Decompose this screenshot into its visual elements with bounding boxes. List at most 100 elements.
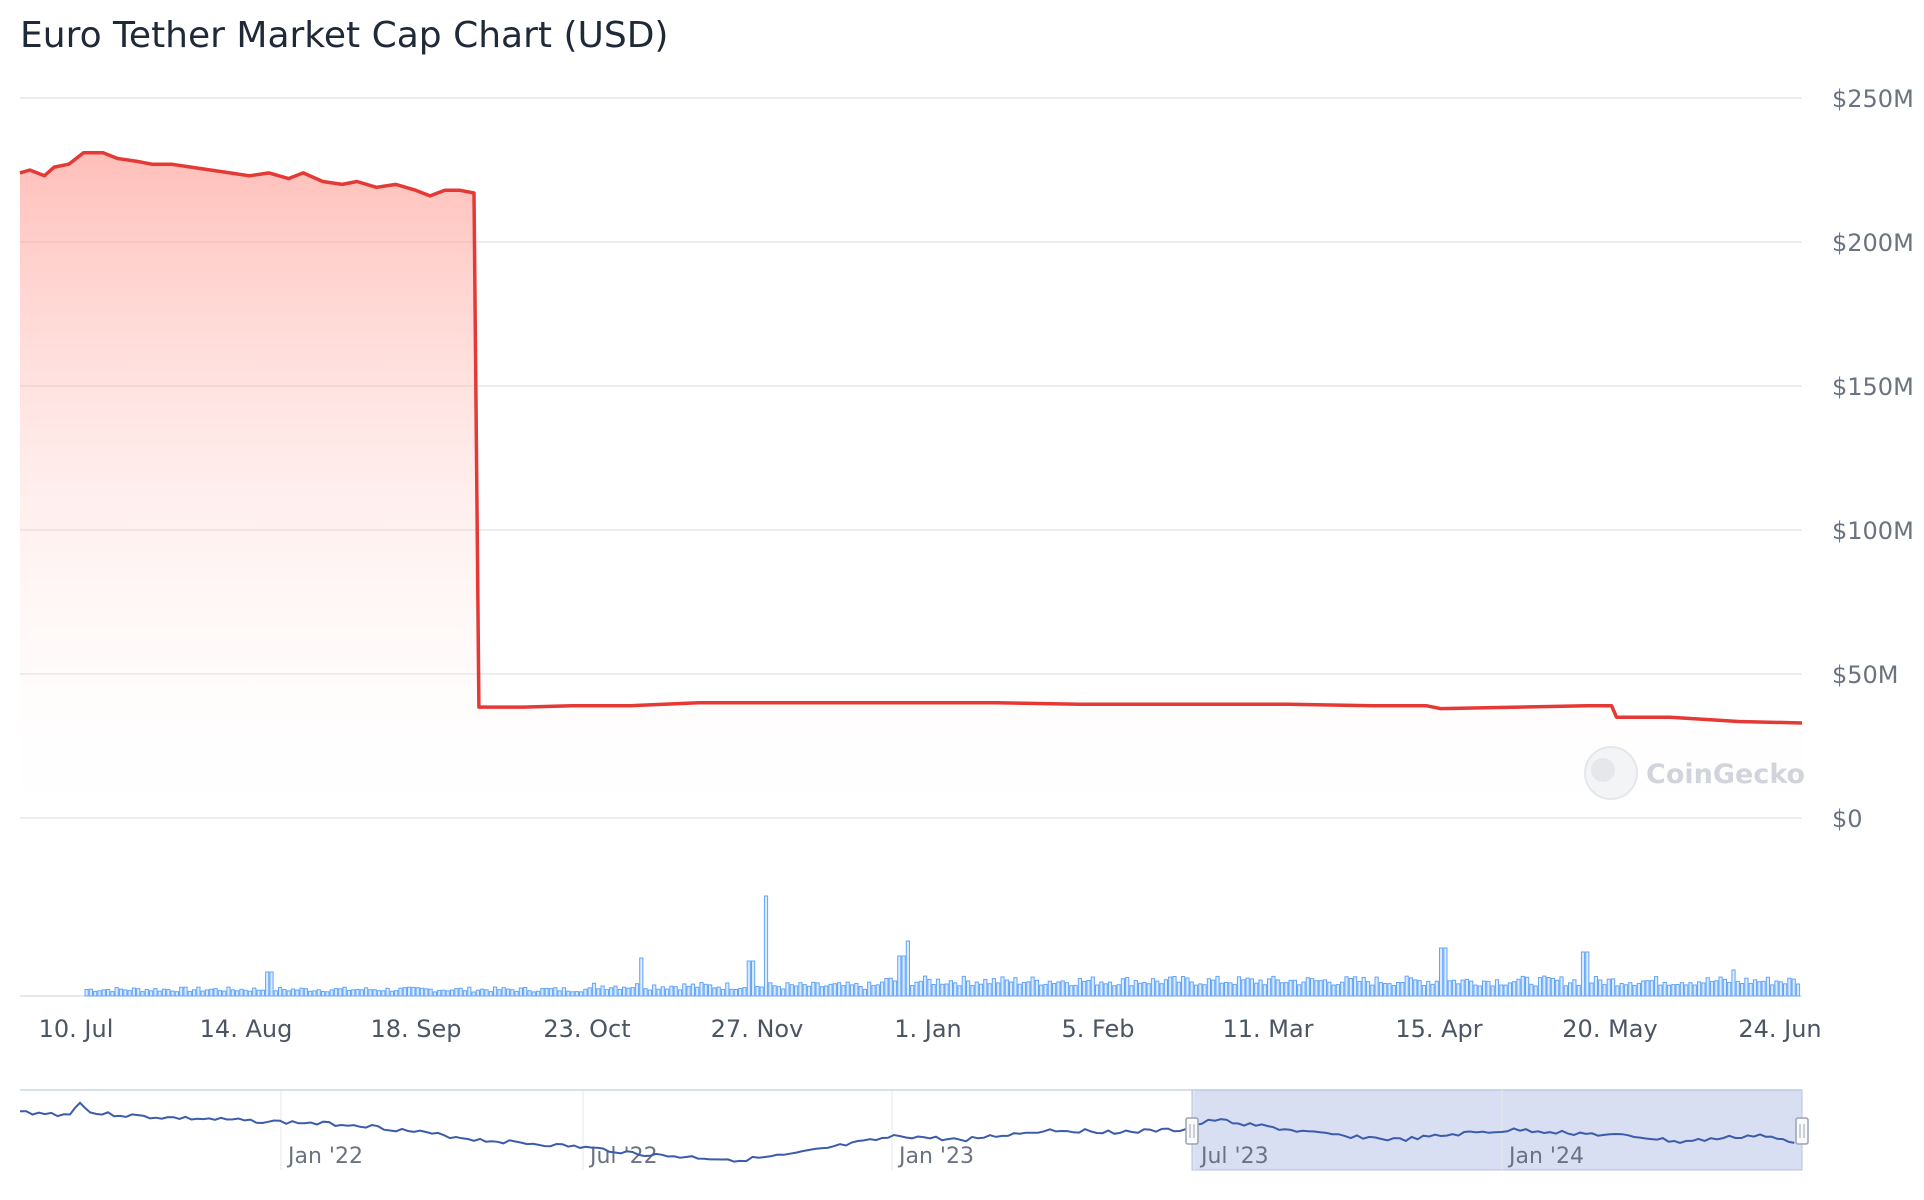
- volume-bar: [1632, 984, 1637, 997]
- navigator-left-handle[interactable]: [1185, 1117, 1199, 1145]
- volume-bar: [316, 989, 321, 997]
- volume-bar: [1021, 982, 1027, 997]
- volume-bar: [531, 991, 536, 997]
- navigator-right-handle[interactable]: [1795, 1117, 1809, 1145]
- volume-bar: [677, 989, 683, 997]
- volume-bar: [1718, 976, 1723, 997]
- volume-bar: [1456, 983, 1461, 997]
- volume-bar: [1469, 980, 1474, 997]
- volume-bar: [450, 989, 455, 997]
- volume-bar: [1585, 951, 1590, 997]
- watermark-text: CoinGecko: [1646, 759, 1805, 790]
- volume-bar: [411, 986, 416, 997]
- volume-bar: [1701, 982, 1706, 997]
- volume-bar: [1241, 979, 1246, 997]
- volume-bar: [1181, 976, 1186, 997]
- volume-bar: [875, 984, 880, 997]
- volume-bar: [682, 983, 687, 997]
- volume-bar: [1787, 977, 1792, 997]
- x-tick-label: 5. Feb: [1061, 1015, 1134, 1043]
- volume-bar: [987, 983, 992, 997]
- volume-bar: [1413, 979, 1418, 997]
- volume-bar: [1529, 983, 1534, 997]
- volume-bar: [1228, 982, 1233, 997]
- navigator[interactable]: Jan '22 Jul '22 Jan '23 Jul '23 Jan '24: [19, 1089, 1809, 1171]
- volume-bar: [230, 989, 235, 997]
- volume-bar: [256, 989, 261, 997]
- volume-bar: [1254, 982, 1259, 997]
- volume-bar: [407, 986, 412, 997]
- volume-bar: [1086, 980, 1091, 997]
- volume-bar: [1039, 984, 1044, 997]
- x-tick-label: 24. Jun: [1738, 1015, 1821, 1043]
- volume-bar: [475, 989, 480, 997]
- x-tick-label: 15. Apr: [1395, 1015, 1482, 1043]
- volume-bar: [626, 987, 631, 997]
- volume-bar: [897, 955, 902, 997]
- volume-bar: [604, 989, 609, 997]
- x-tick-label: 18. Sep: [370, 1015, 461, 1043]
- volume-bar: [1159, 983, 1164, 997]
- volume-bar: [699, 982, 704, 997]
- volume-bar: [673, 986, 678, 997]
- volume-bar: [892, 980, 898, 997]
- volume-bar: [1589, 982, 1594, 997]
- volume-bar: [901, 955, 906, 997]
- navigator-tick-label: Jan '23: [897, 1144, 974, 1169]
- volume-bar: [518, 987, 523, 997]
- volume-bar: [1224, 982, 1229, 997]
- volume-bar: [1507, 982, 1513, 997]
- volume-bar: [622, 986, 627, 997]
- volume-bar: [123, 989, 128, 997]
- volume-bar: [346, 989, 351, 997]
- volume-bar: [583, 988, 588, 997]
- volume-bar: [591, 982, 597, 997]
- volume-bar: [1443, 947, 1448, 997]
- volume-bar: [1146, 983, 1151, 997]
- volume-bar: [1477, 985, 1482, 997]
- volume-bar: [1550, 978, 1556, 997]
- volume-bar: [1112, 985, 1117, 997]
- volume-bar: [1580, 951, 1586, 997]
- volume-bar: [665, 988, 670, 997]
- volume-bar: [1494, 979, 1500, 997]
- volume-bar: [1606, 978, 1611, 997]
- volume-bar: [338, 988, 343, 997]
- volume-bar: [1000, 976, 1005, 997]
- volume-bar: [1516, 978, 1521, 997]
- volume-bar: [1464, 978, 1470, 997]
- volume-bar: [351, 989, 356, 997]
- x-axis: 10. Jul 14. Aug 18. Sep 23. Oct 27. Nov 1. Ja…: [39, 1015, 1822, 1043]
- x-tick-label: 20. May: [1562, 1015, 1657, 1043]
- volume-bar: [553, 987, 558, 997]
- volume-bar: [329, 989, 334, 997]
- volume-bar: [1697, 981, 1702, 997]
- volume-bar: [1490, 985, 1495, 997]
- volume-bar: [1030, 976, 1035, 997]
- volume-bar: [798, 982, 803, 997]
- volume-bar: [656, 988, 661, 997]
- volume-bar: [1791, 978, 1796, 997]
- volume-bar: [957, 985, 962, 997]
- volume-bar: [93, 990, 98, 997]
- volume-bar: [703, 983, 708, 997]
- volume-bar: [570, 991, 575, 997]
- volume-bar: [789, 984, 794, 997]
- volume-bar: [725, 982, 730, 997]
- volume-bar: [1761, 980, 1766, 997]
- volume-bar: [1095, 984, 1100, 997]
- volume-bar: [1353, 976, 1358, 997]
- navigator-tick-label: Jan '24: [1507, 1144, 1584, 1169]
- volume-bar: [462, 990, 468, 997]
- volume-bar: [574, 991, 579, 997]
- volume-bar: [1473, 984, 1478, 997]
- volume-bar: [996, 982, 1001, 997]
- volume-bar: [1623, 984, 1629, 997]
- volume-bar: [1305, 977, 1310, 997]
- volume-bar: [716, 986, 721, 997]
- volume-bar: [273, 990, 278, 997]
- volume-bar: [1512, 981, 1517, 997]
- volume-bar: [368, 989, 373, 997]
- volume-bar: [966, 980, 971, 997]
